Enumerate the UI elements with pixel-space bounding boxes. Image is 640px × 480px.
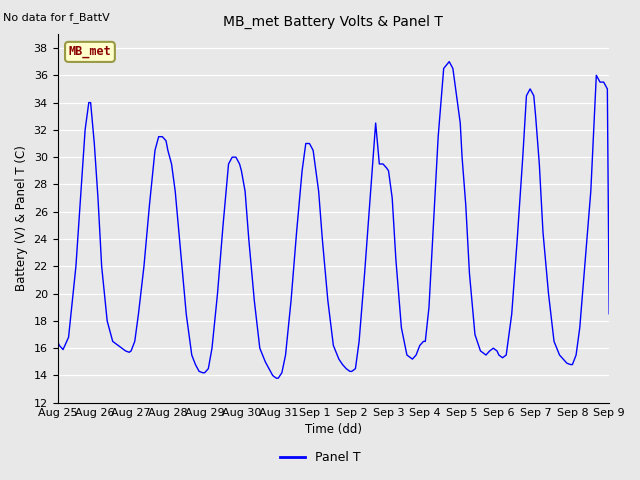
Text: No data for f_BattV: No data for f_BattV	[3, 12, 110, 23]
X-axis label: Time (dd): Time (dd)	[305, 423, 362, 436]
Panel T	[508, 311, 516, 317]
Panel T	[582, 257, 589, 263]
Text: MB_met: MB_met	[68, 46, 111, 59]
Y-axis label: Battery (V) & Panel T (C): Battery (V) & Panel T (C)	[15, 145, 28, 291]
Panel T	[273, 375, 280, 381]
Panel T	[513, 236, 521, 242]
Legend: Panel T: Panel T	[275, 446, 365, 469]
Panel T	[269, 372, 276, 378]
Panel T	[54, 338, 61, 344]
Panel T	[445, 59, 453, 64]
Title: MB_met Battery Volts & Panel T: MB_met Battery Volts & Panel T	[223, 15, 444, 29]
Line: Panel T: Panel T	[58, 61, 609, 378]
Panel T	[519, 154, 527, 160]
Panel T	[122, 348, 129, 354]
Panel T	[605, 311, 613, 317]
